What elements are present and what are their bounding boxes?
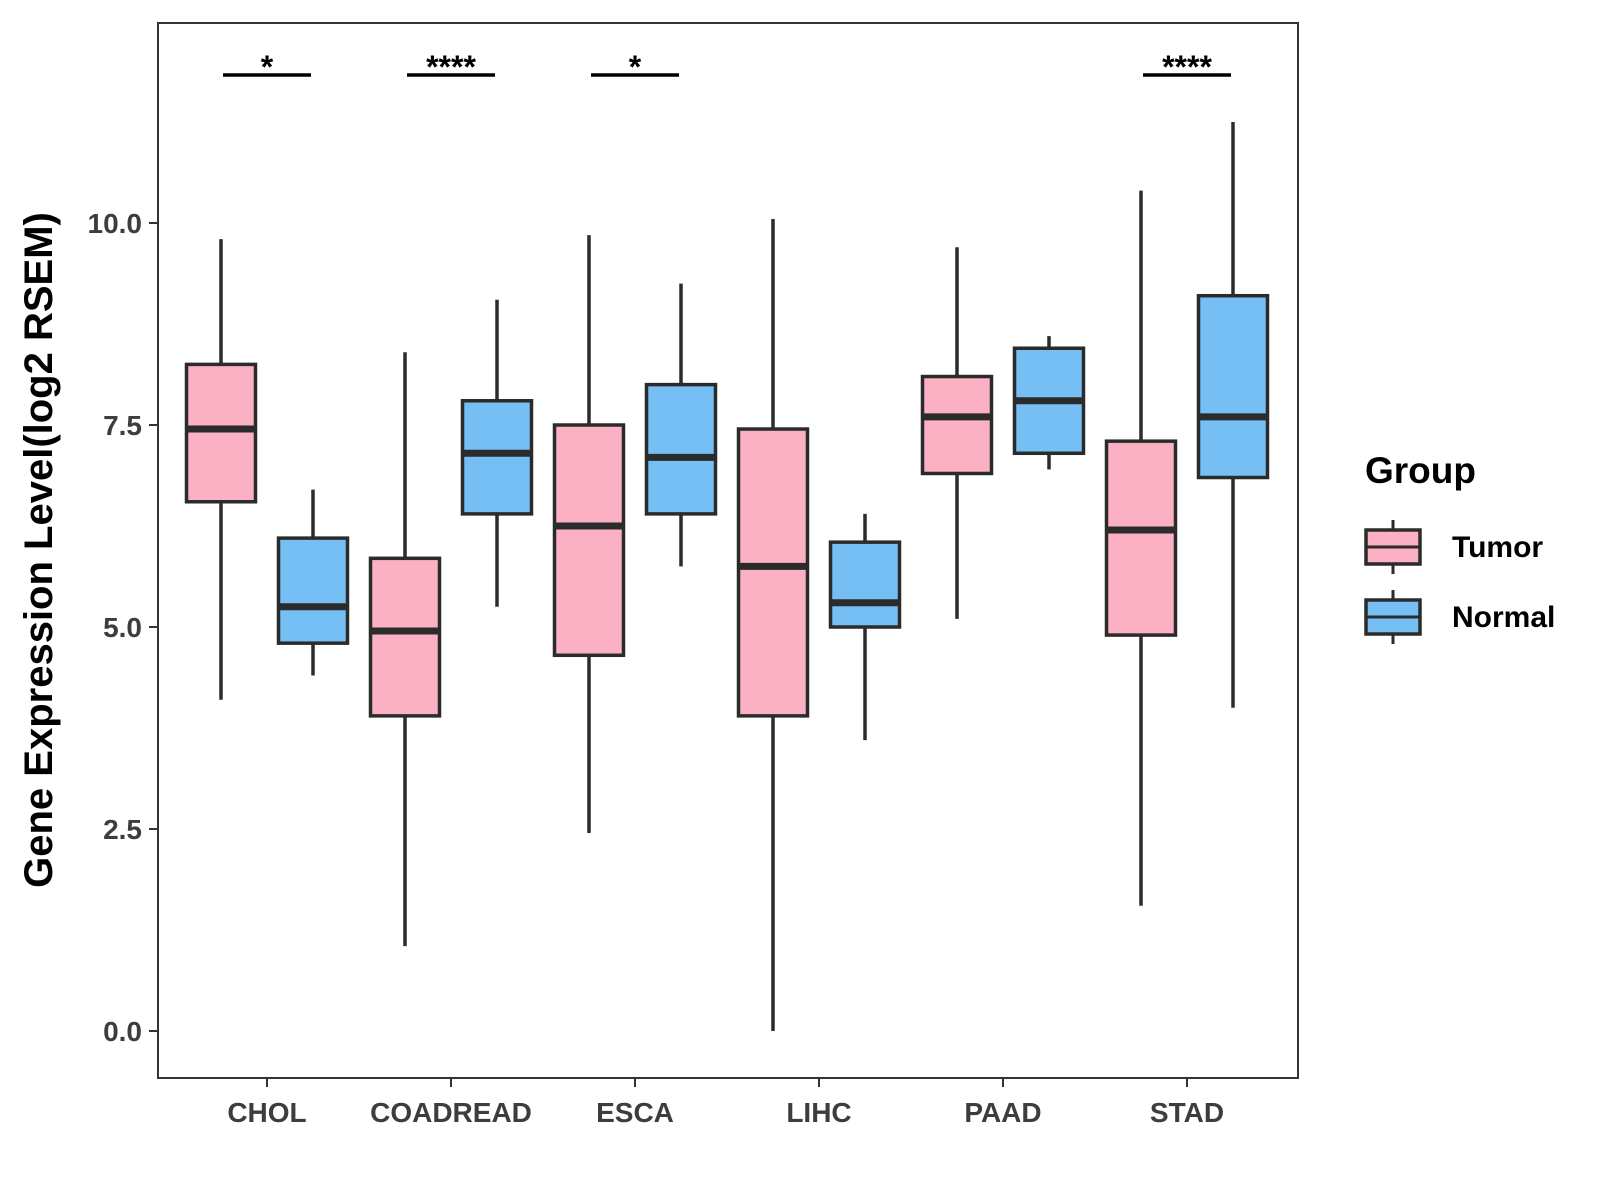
significance-annotations: * **** * **** xyxy=(223,49,1231,85)
x-tick-label: PAAD xyxy=(964,1097,1041,1128)
y-tick-label: 5.0 xyxy=(103,612,142,643)
legend-key-tumor xyxy=(1364,520,1422,574)
significance-label: **** xyxy=(1162,49,1212,85)
box-body xyxy=(368,556,442,718)
box-normal-chol xyxy=(276,489,350,676)
box-tumor-chol xyxy=(184,239,258,700)
legend-title: Group xyxy=(1365,450,1476,491)
x-tick-label: CHOL xyxy=(227,1097,306,1128)
box-body xyxy=(828,540,902,629)
legend-label-normal: Normal xyxy=(1452,601,1555,634)
x-tick-label: STAD xyxy=(1150,1097,1224,1128)
box-tumor-coadread xyxy=(368,352,442,947)
y-tick-label: 7.5 xyxy=(103,410,142,441)
box-tumor-paad xyxy=(920,247,994,619)
box-normal-coadread xyxy=(460,299,534,607)
box-body xyxy=(736,427,810,718)
legend-key-normal xyxy=(1364,590,1422,644)
significance-label: **** xyxy=(426,49,476,85)
y-tick-label: 10.0 xyxy=(88,208,143,239)
box-normal-esca xyxy=(644,283,718,567)
y-tick-label: 2.5 xyxy=(103,814,142,845)
box-normal-stad xyxy=(1196,122,1270,708)
x-tick-label: ESCA xyxy=(596,1097,674,1128)
y-tick-label: 0.0 xyxy=(103,1016,142,1047)
x-axis: CHOL COADREAD ESCA LIHC PAAD STAD xyxy=(227,1078,1224,1128)
y-axis-title: Gene Expression Level(log2 RSEM) xyxy=(17,212,61,888)
box-body xyxy=(460,399,534,516)
box-body xyxy=(1104,439,1178,637)
box-body xyxy=(184,362,258,504)
legend-label-tumor: Tumor xyxy=(1452,531,1543,564)
box-tumor-esca xyxy=(552,235,626,834)
box-tumor-stad xyxy=(1104,190,1178,906)
x-tick-label: COADREAD xyxy=(370,1097,532,1128)
significance-label: * xyxy=(629,49,642,85)
significance-label: * xyxy=(261,49,274,85)
box-normal-lihc xyxy=(828,513,902,741)
box-body xyxy=(552,423,626,658)
x-tick-label: LIHC xyxy=(786,1097,851,1128)
box-tumor-lihc xyxy=(736,218,810,1031)
y-axis: 0.0 2.5 5.0 7.5 10.0 xyxy=(88,208,158,1047)
box-body xyxy=(920,374,994,476)
box-body xyxy=(276,536,350,645)
legend: Group Tumor Normal xyxy=(1364,450,1555,644)
box-body xyxy=(1196,293,1270,480)
box-body xyxy=(644,382,718,516)
boxes xyxy=(184,122,1270,1031)
box-normal-paad xyxy=(1012,336,1086,470)
